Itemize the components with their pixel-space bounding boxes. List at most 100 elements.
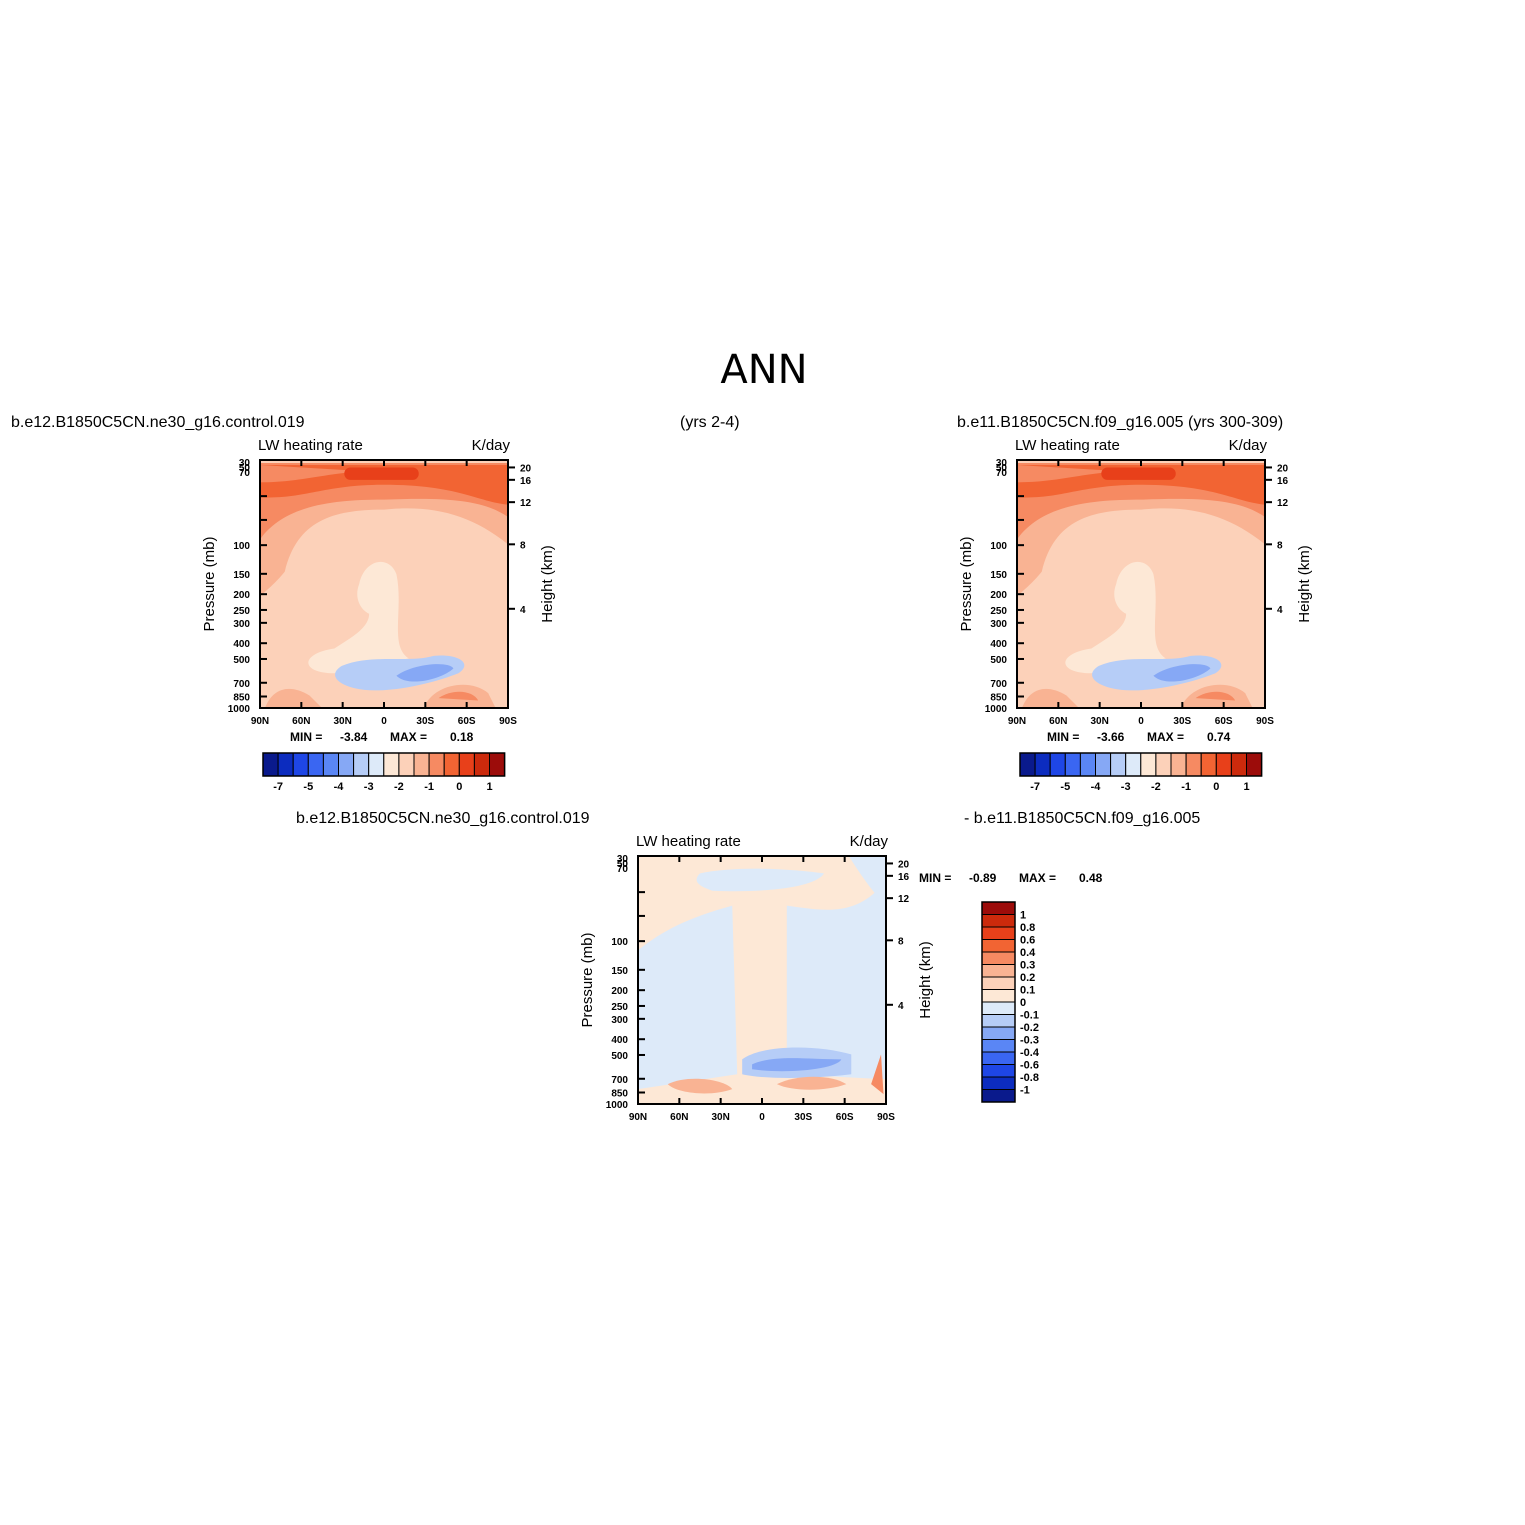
y-tick-label: 400 <box>233 639 250 650</box>
colorbar-label: -3 <box>1121 781 1131 793</box>
colorbar-swatch <box>1110 752 1127 777</box>
colorbar-diff: 10.80.60.40.30.20.10-0.1-0.2-0.3-0.4-0.6… <box>981 901 1040 1103</box>
y-tick-label: 30 <box>617 854 629 865</box>
y2-tick-label: 16 <box>520 476 532 487</box>
y-axis-label: Pressure (mb) <box>958 536 975 631</box>
colorbar-label: -2 <box>394 781 404 793</box>
colorbar-swatch <box>338 752 355 777</box>
contour-band <box>871 1054 884 1095</box>
stat-max-value: 0.48 <box>1079 871 1103 885</box>
colorbar-swatch <box>353 752 370 777</box>
y2-tick-label: 16 <box>1277 476 1289 487</box>
panel-case2: LW heating rate K/day 90N 60N 30N 0 30S 60S 90S 3… <box>958 437 1313 744</box>
y-tick-label: 1000 <box>606 1100 629 1111</box>
colorbar-swatch <box>368 752 385 777</box>
x-tick-label: 0 <box>759 1112 765 1123</box>
y-tick-label: 500 <box>990 655 1007 666</box>
colorbar-swatch <box>981 1076 1016 1090</box>
y-tick-label: 50 <box>996 463 1008 474</box>
colorbar-swatch <box>981 989 1016 1003</box>
x-tick-label: 0 <box>1138 716 1144 727</box>
stat-max-value: 0.74 <box>1207 730 1231 744</box>
diff-label-left: b.e12.B1850C5CN.ne30_g16.control.019 <box>296 810 590 827</box>
y-tick-label: 200 <box>233 590 250 601</box>
stat-min-value: -0.89 <box>969 871 997 885</box>
colorbar-swatch <box>322 752 339 777</box>
colorbar-swatch <box>1019 752 1036 777</box>
y2-tick-label: 8 <box>520 540 526 551</box>
y-tick-label: 850 <box>233 693 250 704</box>
colorbar-label: -4 <box>334 781 345 793</box>
y-tick-label: 500 <box>611 1051 628 1062</box>
colorbar-label: -2 <box>1151 781 1161 793</box>
x-tick-label: 90N <box>1008 716 1026 727</box>
y-tick-label: 400 <box>611 1035 628 1046</box>
colorbar-swatch <box>413 752 430 777</box>
contour-band <box>786 880 886 1080</box>
y-tick-label: 200 <box>990 590 1007 601</box>
contour-field <box>638 856 886 1104</box>
colorbar-swatch <box>443 752 460 777</box>
x-tick-label: 60S <box>458 716 476 727</box>
x-tick-label: 90N <box>251 716 269 727</box>
colorbar-swatch <box>981 951 1016 965</box>
contour-band <box>667 1078 733 1094</box>
y-tick-label: 50 <box>239 463 251 474</box>
y2-tick-label: 12 <box>520 498 532 509</box>
stat-max-label: MAX = <box>1147 730 1184 744</box>
y-tick-label: 100 <box>990 541 1007 552</box>
colorbar-label: -3 <box>364 781 374 793</box>
colorbar-frame <box>1019 752 1263 777</box>
stat-min-label: MIN = <box>290 730 322 744</box>
contour-band <box>260 464 508 505</box>
y2-axis-label: Height (km) <box>1296 545 1313 623</box>
colorbar-label: -7 <box>273 781 283 793</box>
colorbar-label: 0 <box>1020 997 1026 1009</box>
y-tick-label: 850 <box>990 693 1007 704</box>
y2-tick-label: 4 <box>898 1001 904 1012</box>
colorbar-swatch <box>398 752 415 777</box>
colorbar-label: 1 <box>486 781 492 793</box>
colorbar-label: 0 <box>1213 781 1219 793</box>
contour-band <box>1017 464 1265 505</box>
y-tick-label: 300 <box>233 619 250 630</box>
colorbar-swatch <box>262 752 279 777</box>
contour-band <box>696 868 824 892</box>
diff-label-right: - b.e11.B1850C5CN.f09_g16.005 <box>964 810 1200 827</box>
contour-field <box>1017 460 1265 708</box>
contour-band <box>1065 561 1166 674</box>
colorbar-swatch <box>458 752 475 777</box>
y2-tick-label: 12 <box>898 894 910 905</box>
x-tick-label: 30S <box>794 1112 812 1123</box>
x-tick-label: 60S <box>1215 716 1233 727</box>
x-tick-label: 90N <box>629 1112 647 1123</box>
y-axis-label: Pressure (mb) <box>579 932 596 1027</box>
y2-tick-label: 20 <box>520 463 532 474</box>
colorbar-swatch <box>1095 752 1112 777</box>
colorbar-label: -0.4 <box>1020 1047 1040 1059</box>
y2-tick-label: 4 <box>520 605 526 616</box>
colorbar-swatch <box>981 964 1016 978</box>
stat-max-label: MAX = <box>390 730 427 744</box>
colorbar-swatch <box>1155 752 1172 777</box>
y2-tick-label: 4 <box>1277 605 1283 616</box>
panel-subtitle: LW heating rate <box>1015 437 1120 454</box>
colorbar-label: -5 <box>303 781 313 793</box>
contour-band <box>1021 688 1079 708</box>
colorbar-swatch <box>1034 752 1051 777</box>
colorbar-label: 1 <box>1020 910 1026 922</box>
contour-band <box>848 856 886 906</box>
x-tick-label: 30N <box>711 1112 729 1123</box>
y2-tick-label: 8 <box>1277 540 1283 551</box>
y-tick-label: 150 <box>233 570 250 581</box>
x-tick-label: 30N <box>1090 716 1108 727</box>
y-tick-label: 250 <box>611 1002 628 1013</box>
colorbar-swatch <box>1140 752 1157 777</box>
panel-subtitle: LW heating rate <box>636 833 741 850</box>
x-tick-label: 0 <box>381 716 387 727</box>
colorbar-swatch <box>981 926 1016 940</box>
y-axis-label: Pressure (mb) <box>201 536 218 631</box>
y2-axis-label: Height (km) <box>917 941 934 1019</box>
y2-tick-label: 16 <box>898 872 910 883</box>
y-tick-label: 150 <box>990 570 1007 581</box>
